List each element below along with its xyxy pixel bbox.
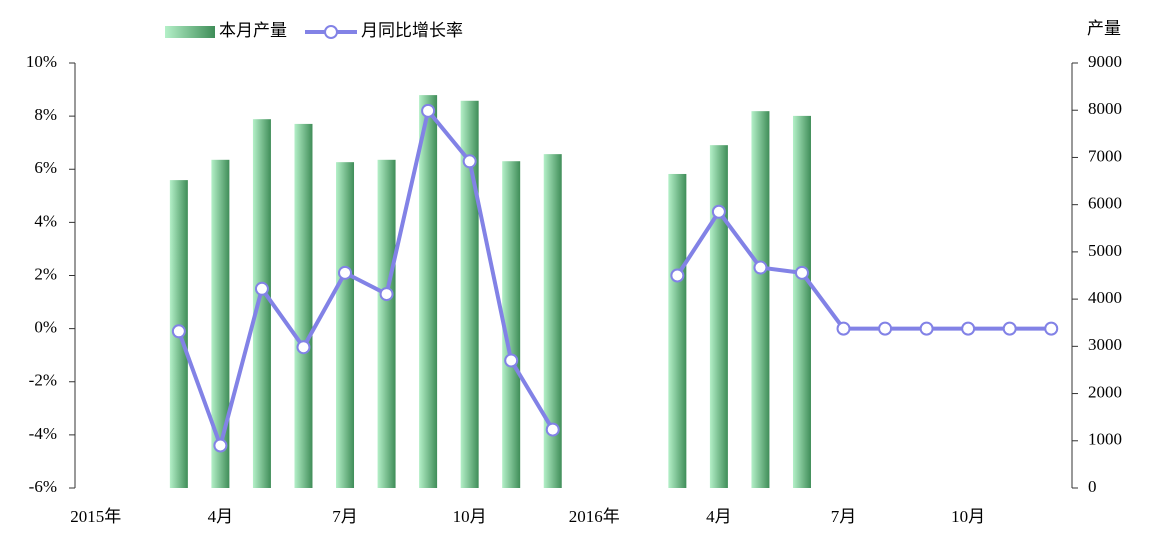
line	[675, 209, 1052, 331]
line-marker	[1002, 321, 1017, 336]
line-marker	[296, 340, 311, 355]
y-tick-label: 2%	[34, 264, 57, 283]
bar	[751, 111, 770, 489]
y2-axis-title: 产量	[1087, 19, 1121, 38]
line-marker	[421, 103, 436, 118]
line	[176, 108, 555, 448]
bar	[792, 115, 811, 488]
y2-tick-label: 6000	[1088, 194, 1122, 213]
line-marker	[836, 321, 851, 336]
bar	[668, 173, 687, 488]
x-tick-label: 7月	[831, 507, 857, 526]
y-tick-label: 6%	[34, 158, 57, 177]
y2-tick-label: 3000	[1088, 335, 1122, 354]
bar	[252, 119, 271, 488]
legend-marker	[324, 25, 338, 39]
bar	[211, 159, 230, 489]
legend-label: 月同比增长率	[361, 21, 463, 40]
bar	[709, 145, 728, 488]
line-marker	[379, 287, 394, 302]
y-tick-label: -4%	[29, 424, 57, 443]
bar	[294, 123, 313, 489]
line-marker	[711, 204, 726, 219]
y-tick-label: -6%	[29, 477, 57, 496]
bar	[502, 161, 521, 488]
y2-tick-label: 2000	[1088, 382, 1122, 401]
line-marker	[213, 438, 228, 453]
y-tick-label: 10%	[26, 52, 57, 71]
x-tick-label: 4月	[208, 507, 234, 526]
legend-label: 本月产量	[219, 21, 287, 40]
legend-swatch	[165, 26, 215, 38]
line-marker	[878, 321, 893, 336]
line-marker	[171, 324, 186, 339]
line-marker	[919, 321, 934, 336]
x-tick-label: 2016年	[569, 507, 620, 526]
y2-tick-label: 7000	[1088, 146, 1122, 165]
line-marker	[462, 154, 477, 169]
x-tick-label: 2015年	[70, 507, 121, 526]
line-marker	[753, 260, 768, 275]
bar	[419, 95, 438, 488]
x-tick-label: 10月	[453, 507, 487, 526]
x-tick-label: 4月	[706, 507, 732, 526]
line-marker	[254, 281, 269, 296]
y2-tick-label: 8000	[1088, 99, 1122, 118]
line-marker	[670, 268, 685, 283]
y2-tick-label: 4000	[1088, 288, 1122, 307]
x-tick-label: 10月	[951, 507, 985, 526]
line-marker	[504, 353, 519, 368]
y2-tick-label: 1000	[1088, 430, 1122, 449]
y2-tick-label: 5000	[1088, 241, 1122, 260]
y-tick-label: 4%	[34, 211, 57, 230]
y2-tick-label: 0	[1088, 477, 1097, 496]
bar	[460, 100, 479, 489]
line-marker	[794, 265, 809, 280]
y2-tick-label: 9000	[1088, 52, 1122, 71]
bar	[543, 154, 562, 488]
y-tick-label: 0%	[34, 318, 57, 337]
line-marker	[545, 422, 560, 437]
y-tick-label: 8%	[34, 105, 57, 124]
line-marker	[338, 265, 353, 280]
bar	[377, 159, 396, 489]
line-marker	[961, 321, 976, 336]
bar	[336, 162, 355, 488]
y-tick-label: -2%	[29, 371, 57, 390]
line-marker	[1044, 321, 1059, 336]
x-tick-label: 7月	[332, 507, 358, 526]
